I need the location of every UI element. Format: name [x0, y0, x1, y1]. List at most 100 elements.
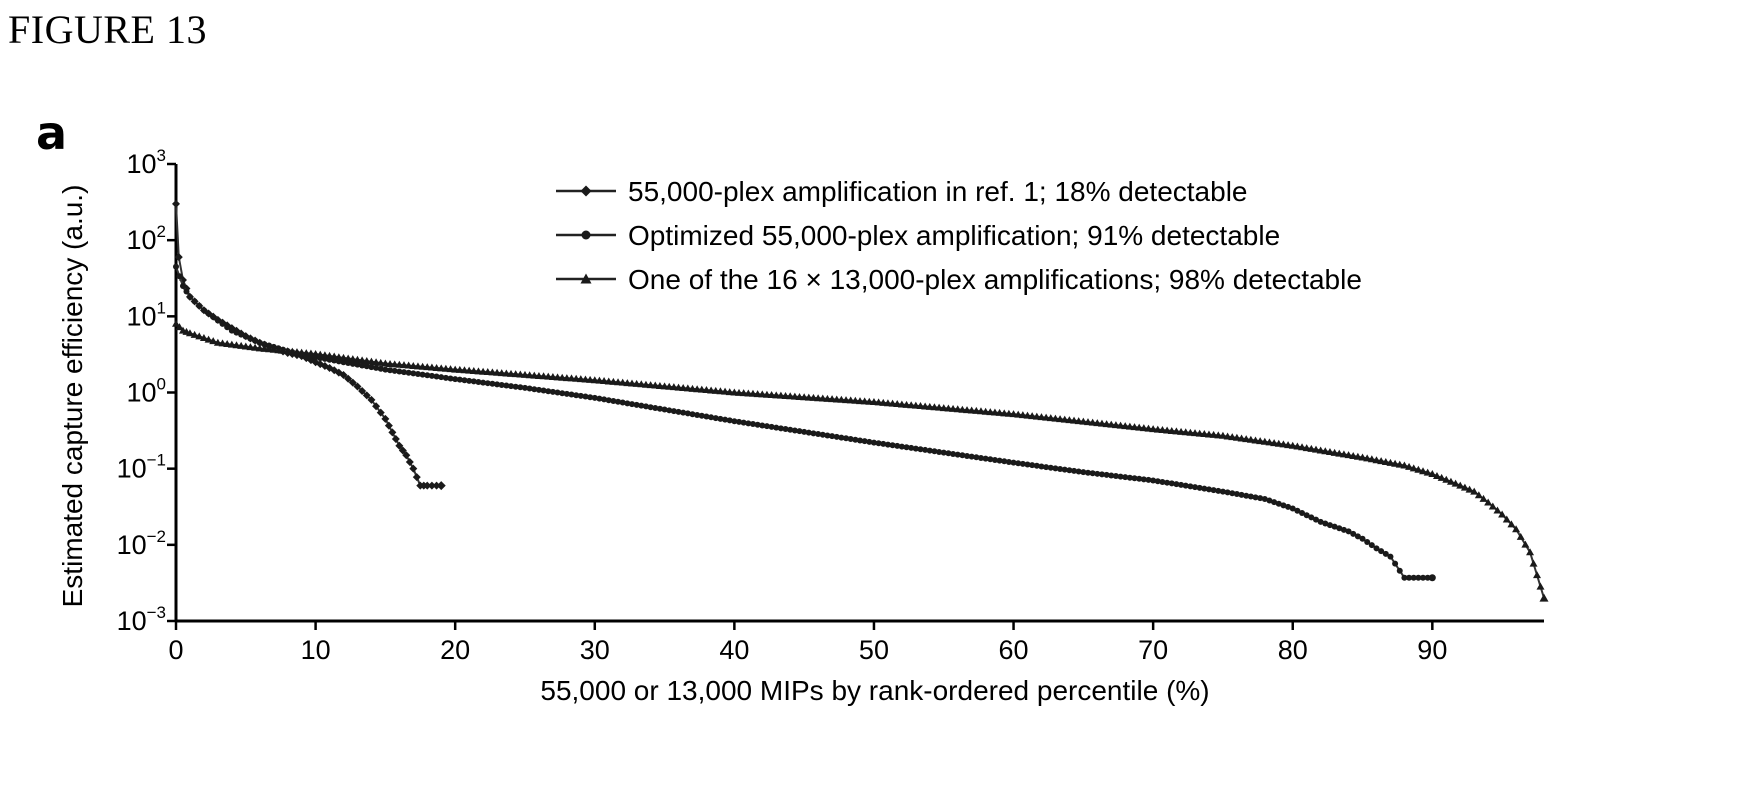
data-point	[1038, 463, 1045, 470]
data-point	[847, 436, 854, 443]
data-point	[1391, 459, 1400, 467]
data-point	[568, 391, 575, 398]
data-point	[1243, 492, 1250, 499]
data-point	[787, 426, 794, 433]
data-point	[661, 406, 668, 413]
data-point	[1321, 447, 1330, 455]
x-tick-label: 40	[719, 635, 749, 665]
data-point	[1359, 535, 1366, 542]
data-point	[214, 317, 221, 324]
data-point	[1238, 491, 1245, 498]
data-point	[1122, 474, 1129, 481]
data-point	[456, 376, 463, 383]
data-point	[195, 332, 204, 340]
data-point	[398, 446, 407, 455]
data-point	[1437, 473, 1446, 481]
data-point	[1451, 479, 1460, 487]
data-point	[717, 415, 724, 422]
data-point	[1061, 466, 1068, 473]
data-point	[1529, 559, 1538, 567]
data-point	[1265, 438, 1274, 446]
data-point	[1247, 493, 1254, 500]
data-point	[838, 434, 845, 441]
data-point	[843, 435, 850, 442]
data-point	[582, 393, 589, 400]
data-point	[436, 481, 446, 491]
data-point	[926, 447, 933, 454]
data-point	[1192, 484, 1199, 491]
data-point	[1521, 540, 1530, 548]
data-point	[1178, 481, 1185, 488]
data-point	[670, 408, 677, 415]
data-point	[1410, 574, 1417, 581]
data-point	[1298, 443, 1307, 451]
data-point	[1493, 506, 1502, 514]
data-point	[1377, 457, 1386, 465]
data-point	[1335, 449, 1344, 457]
data-point	[773, 424, 780, 431]
data-point	[1242, 435, 1251, 443]
data-point	[1085, 469, 1091, 476]
data-point	[362, 357, 371, 365]
data-point	[232, 341, 241, 349]
data-point	[894, 442, 901, 449]
data-point	[489, 380, 496, 387]
panel-label: a	[36, 106, 68, 160]
data-point	[1075, 468, 1082, 475]
data-point	[1507, 520, 1516, 528]
data-point	[1219, 488, 1226, 495]
data-point	[601, 396, 608, 403]
data-point	[777, 425, 784, 432]
data-point	[1336, 525, 1343, 532]
data-point	[1140, 476, 1147, 483]
data-point	[395, 441, 404, 450]
x-tick-label: 70	[1138, 635, 1168, 665]
data-point	[419, 371, 426, 378]
data-point	[829, 433, 836, 440]
series-line	[175, 266, 1433, 579]
data-point	[819, 431, 826, 438]
data-point	[1289, 505, 1296, 512]
data-point	[223, 339, 232, 347]
data-point	[1474, 491, 1483, 499]
data-point	[973, 454, 980, 461]
data-point	[1159, 478, 1166, 485]
data-point	[1539, 593, 1549, 602]
data-point	[1488, 502, 1497, 510]
data-point	[1372, 456, 1381, 464]
data-point	[1442, 475, 1451, 483]
data-point	[615, 398, 622, 405]
data-point	[526, 385, 533, 392]
data-point	[1313, 516, 1319, 523]
data-point	[1196, 484, 1203, 491]
data-point	[754, 421, 761, 428]
data-point	[954, 451, 961, 458]
data-point	[237, 341, 246, 349]
data-point	[1349, 451, 1358, 459]
data-point	[1409, 464, 1418, 472]
data-point	[1516, 532, 1525, 540]
y-tick-label: 101	[126, 298, 166, 331]
data-point	[246, 343, 255, 351]
data-point	[736, 418, 743, 425]
data-point	[1033, 462, 1040, 469]
data-point	[442, 374, 449, 381]
data-point	[353, 355, 362, 363]
data-point	[388, 428, 397, 437]
data-point	[387, 367, 394, 374]
data-point	[1345, 528, 1352, 535]
series-3	[172, 319, 1549, 602]
data-point	[1010, 459, 1017, 466]
x-axis-title: 55,000 or 13,000 MIPs by rank-ordered pe…	[540, 675, 1209, 706]
legend-item: 55,000-plex amplification in ref. 1; 18%…	[556, 176, 1248, 207]
data-point	[1484, 498, 1493, 506]
data-point	[745, 420, 752, 427]
data-point	[339, 353, 348, 361]
data-point	[712, 415, 719, 422]
data-point	[1294, 507, 1301, 514]
data-point	[587, 394, 594, 401]
data-point	[1201, 485, 1208, 492]
data-point	[1237, 434, 1246, 442]
data-point	[1358, 453, 1367, 461]
data-point	[610, 397, 617, 404]
